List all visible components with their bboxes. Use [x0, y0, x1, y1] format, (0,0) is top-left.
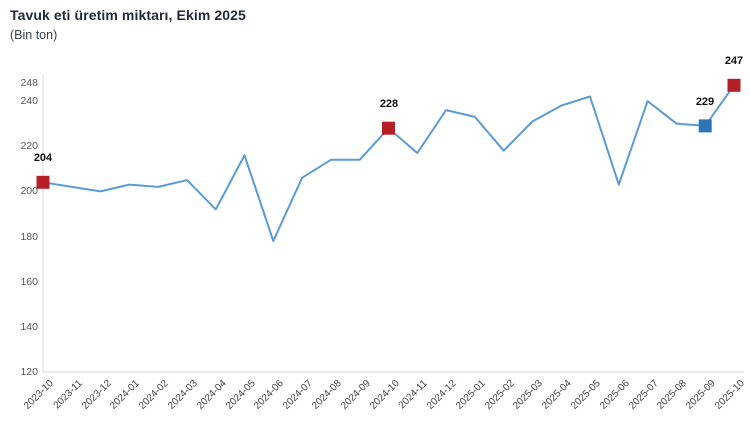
y-axis-label: 248	[20, 77, 38, 89]
y-axis-label: 200	[20, 185, 38, 197]
highlight-marker-2025-10[interactable]	[727, 78, 741, 92]
point-value-label-2025-10: 247	[724, 55, 744, 67]
point-value-label-2024-10: 228	[379, 98, 399, 110]
chart-subtitle: (Bin ton)	[10, 28, 58, 42]
chart-title: Tavuk eti üretim miktarı, Ekim 2025	[10, 7, 246, 23]
point-value-label-2025-09: 229	[695, 96, 715, 108]
y-axis-label: 120	[20, 366, 38, 378]
y-axis-label: 140	[20, 321, 38, 333]
highlight-marker-2024-10[interactable]	[382, 121, 395, 135]
point-value-label-2023-10: 204	[33, 152, 53, 164]
y-axis-label: 220	[20, 140, 38, 152]
y-axis-label: 160	[20, 276, 38, 288]
highlight-marker-2023-10[interactable]	[36, 175, 50, 189]
y-axis-label: 240	[20, 95, 38, 107]
y-axis-label: 180	[20, 231, 38, 243]
highlight-marker-2025-09[interactable]	[698, 119, 712, 133]
